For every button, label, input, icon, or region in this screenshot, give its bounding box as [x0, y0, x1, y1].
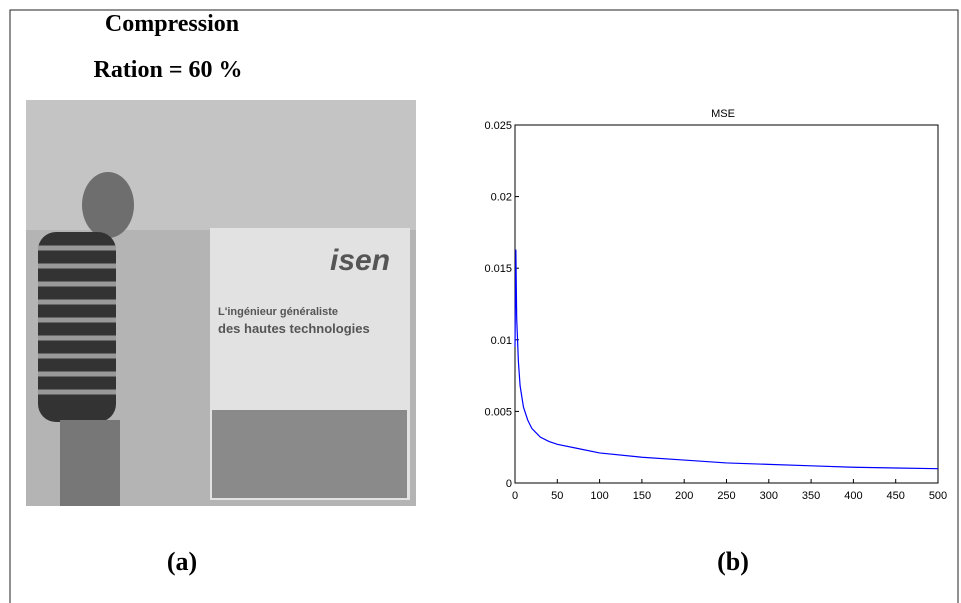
caption: (a): [167, 547, 197, 576]
x-tick-label: 400: [844, 490, 862, 502]
caption: (b): [717, 547, 749, 576]
header-line: Compression: [105, 11, 239, 37]
y-tick-label: 0: [506, 478, 512, 490]
y-tick-label: 0.01: [491, 335, 512, 347]
banner-text: L'ingénieur généraliste: [218, 306, 338, 318]
photo: isen L'ingénieur généraliste des hautes …: [26, 100, 416, 506]
x-tick-label: 100: [590, 490, 608, 502]
x-tick-label: 250: [717, 490, 735, 502]
x-tick-label: 150: [633, 490, 651, 502]
mse-plot: MSE 0 50 100 150 200 250 300 350 400 450 500 0 0.005…: [484, 108, 947, 502]
chart-title: MSE: [711, 108, 735, 120]
x-tick-label: 450: [887, 490, 905, 502]
x-tick-label: 350: [802, 490, 820, 502]
y-tick-label: 0.02: [491, 192, 512, 204]
person-legs: [60, 420, 120, 506]
banner-text: des hautes technologies: [218, 321, 370, 336]
header-line: Ration = 60 %: [93, 57, 242, 83]
person-stripes: [38, 245, 116, 395]
person-head: [82, 172, 134, 238]
banner-photos: [212, 410, 407, 498]
y-tick-label: 0.025: [484, 120, 512, 132]
plot-box: [514, 124, 939, 484]
x-tick-label: 200: [675, 490, 693, 502]
x-tick-label: 300: [760, 490, 778, 502]
line: [514, 249, 939, 470]
x-tick-label: 0: [512, 490, 518, 502]
x-tick-label: 500: [929, 490, 947, 502]
frame: [9, 9, 959, 603]
y-tick-label: 0.015: [484, 263, 512, 275]
y-tick-label: 0.005: [484, 406, 512, 418]
banner-logo: isen: [330, 244, 390, 277]
x-tick-label: 50: [551, 490, 563, 502]
